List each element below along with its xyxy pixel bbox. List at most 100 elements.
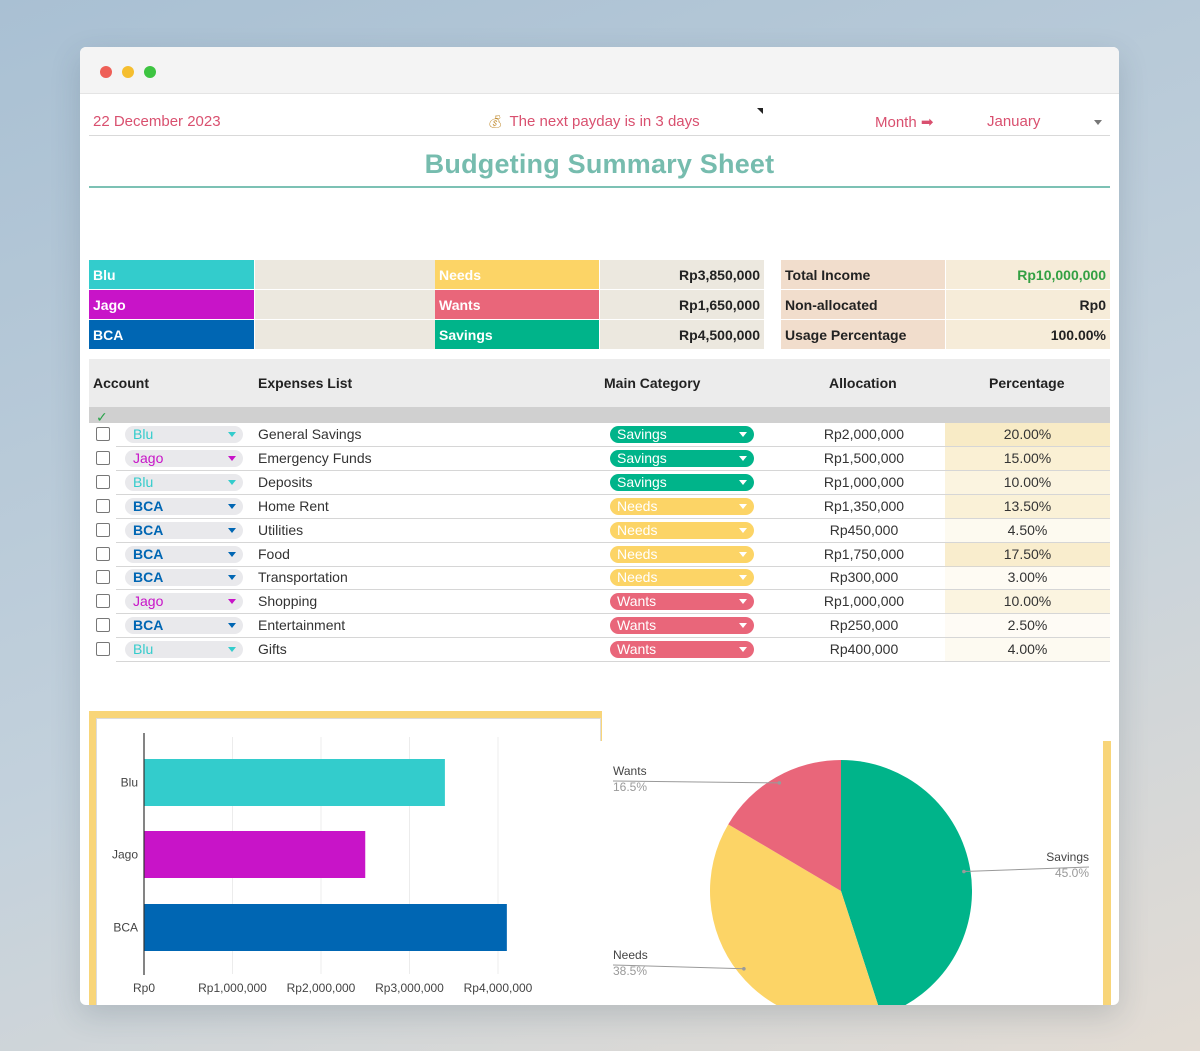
account-label: BCA <box>133 497 164 514</box>
account-label: Jago <box>133 449 164 466</box>
month-dropdown[interactable]: January <box>987 113 1041 130</box>
percentage-value: 2.50% <box>945 614 1110 638</box>
row-checkbox[interactable] <box>96 546 110 561</box>
summary-row-usage-percentage: Usage Percentage 100.00% <box>781 320 1110 350</box>
maximize-window-button[interactable] <box>144 66 156 78</box>
row-checkbox[interactable] <box>96 450 110 465</box>
account-dropdown[interactable]: Jago <box>125 593 243 611</box>
chevron-down-icon <box>228 623 236 629</box>
minimize-window-button[interactable] <box>122 66 134 78</box>
category-label: Wants <box>617 641 657 658</box>
category-dropdown[interactable]: Needs <box>610 521 754 539</box>
account-dropdown[interactable]: BCA <box>125 545 243 563</box>
summary-row-wants: Wants Rp1,650,000 <box>435 290 764 320</box>
money-bag-icon: 💰︎ <box>487 114 504 129</box>
chevron-down-icon <box>739 575 747 581</box>
chevron-down-icon <box>739 551 747 557</box>
leader-dot <box>742 967 746 971</box>
account-dropdown[interactable]: BCA <box>125 569 243 587</box>
category-dropdown[interactable]: Savings <box>610 449 754 467</box>
allocation-value[interactable]: Rp1,350,000 <box>823 497 905 514</box>
payday-notice: 💰︎ The next payday is in 3 days <box>487 113 700 130</box>
allocation-value[interactable]: Rp1,000,000 <box>823 473 905 490</box>
row-divider <box>116 637 1110 639</box>
allocation-value[interactable]: Rp250,000 <box>829 617 899 634</box>
row-divider <box>116 469 1110 471</box>
expense-name[interactable]: Food <box>258 545 290 562</box>
row-checkbox[interactable] <box>96 474 110 489</box>
leader-dot <box>777 781 782 785</box>
row-checkbox[interactable] <box>96 522 110 537</box>
account-dropdown[interactable]: BCA <box>125 497 243 515</box>
account-dropdown[interactable]: BCA <box>125 521 243 539</box>
summary-label: Savings <box>435 320 599 349</box>
expense-name[interactable]: Entertainment <box>258 617 346 634</box>
chevron-down-icon <box>228 503 236 509</box>
row-checkbox[interactable] <box>96 642 110 657</box>
expense-name[interactable]: Deposits <box>258 473 313 490</box>
chevron-down-icon[interactable] <box>1094 120 1102 125</box>
expense-name[interactable]: Utilities <box>258 521 304 538</box>
percentage-value: 10.00% <box>945 590 1110 614</box>
column-header-category: Main Category <box>604 375 701 391</box>
chevron-down-icon <box>228 575 236 581</box>
row-checkbox[interactable] <box>96 427 110 441</box>
table-row: BCA Food Needs Rp1,750,000 17.50% <box>89 542 1110 567</box>
expense-name[interactable]: Gifts <box>258 641 287 658</box>
row-divider <box>116 493 1110 495</box>
allocation-value[interactable]: Rp300,000 <box>829 569 899 586</box>
row-checkbox[interactable] <box>96 570 110 585</box>
close-window-button[interactable] <box>100 66 112 78</box>
allocation-value[interactable]: Rp400,000 <box>829 641 899 658</box>
allocation-value[interactable]: Rp1,000,000 <box>823 593 905 610</box>
category-label: Savings <box>617 473 667 490</box>
bar-bca <box>144 904 507 951</box>
expense-name[interactable]: Transportation <box>258 569 348 586</box>
cell-note-marker[interactable] <box>757 108 763 114</box>
chevron-down-icon <box>739 599 747 605</box>
y-category-label: Blu <box>121 776 138 790</box>
account-dropdown[interactable]: Blu <box>125 473 243 491</box>
account-dropdown[interactable]: Blu <box>125 426 243 443</box>
expense-name[interactable]: Emergency Funds <box>258 449 372 466</box>
account-label: Jago <box>133 593 164 610</box>
leader-dot <box>962 869 966 874</box>
allocation-value[interactable]: Rp450,000 <box>829 521 899 538</box>
account-dropdown[interactable]: BCA <box>125 617 243 635</box>
percentage-value: 4.00% <box>945 638 1110 662</box>
summary-value: Rp0 <box>946 290 1110 319</box>
category-dropdown[interactable]: Needs <box>610 569 754 587</box>
category-dropdown[interactable]: Wants <box>610 617 754 635</box>
allocation-value[interactable]: Rp1,500,000 <box>823 449 905 466</box>
summary-label: Total Income <box>781 260 945 289</box>
category-label: Wants <box>617 593 657 610</box>
expense-name[interactable]: Home Rent <box>258 497 329 514</box>
category-dropdown[interactable]: Needs <box>610 497 754 515</box>
row-checkbox[interactable] <box>96 498 110 513</box>
account-dropdown[interactable]: Jago <box>125 449 243 467</box>
category-label: Needs <box>617 545 658 562</box>
summary-row-non-allocated: Non-allocated Rp0 <box>781 290 1110 320</box>
row-checkbox[interactable] <box>96 618 110 633</box>
x-tick-label: Rp1,000,000 <box>198 981 267 995</box>
column-header-percentage: Percentage <box>989 375 1065 391</box>
pie-slice-savings <box>841 760 972 1005</box>
expense-name[interactable]: General Savings <box>258 426 362 442</box>
chevron-down-icon <box>739 455 747 461</box>
pie-label: Savings <box>1046 850 1089 864</box>
pie-slice-needs <box>710 824 879 1005</box>
category-dropdown[interactable]: Wants <box>610 593 754 611</box>
row-checkbox[interactable] <box>96 594 110 609</box>
table-header: Account Expenses List Main Category Allo… <box>89 359 1110 407</box>
account-label: BCA <box>133 521 164 538</box>
percentage-value: 10.00% <box>945 470 1110 494</box>
account-dropdown[interactable]: Blu <box>125 641 243 659</box>
category-dropdown[interactable]: Wants <box>610 641 754 659</box>
category-dropdown[interactable]: Savings <box>610 473 754 491</box>
category-dropdown[interactable]: Needs <box>610 545 754 563</box>
summary-label: Non-allocated <box>781 290 945 319</box>
allocation-value[interactable]: Rp1,750,000 <box>823 545 905 562</box>
category-dropdown[interactable]: Savings <box>610 426 754 443</box>
allocation-value[interactable]: Rp2,000,000 <box>823 426 905 442</box>
expense-name[interactable]: Shopping <box>258 593 318 610</box>
